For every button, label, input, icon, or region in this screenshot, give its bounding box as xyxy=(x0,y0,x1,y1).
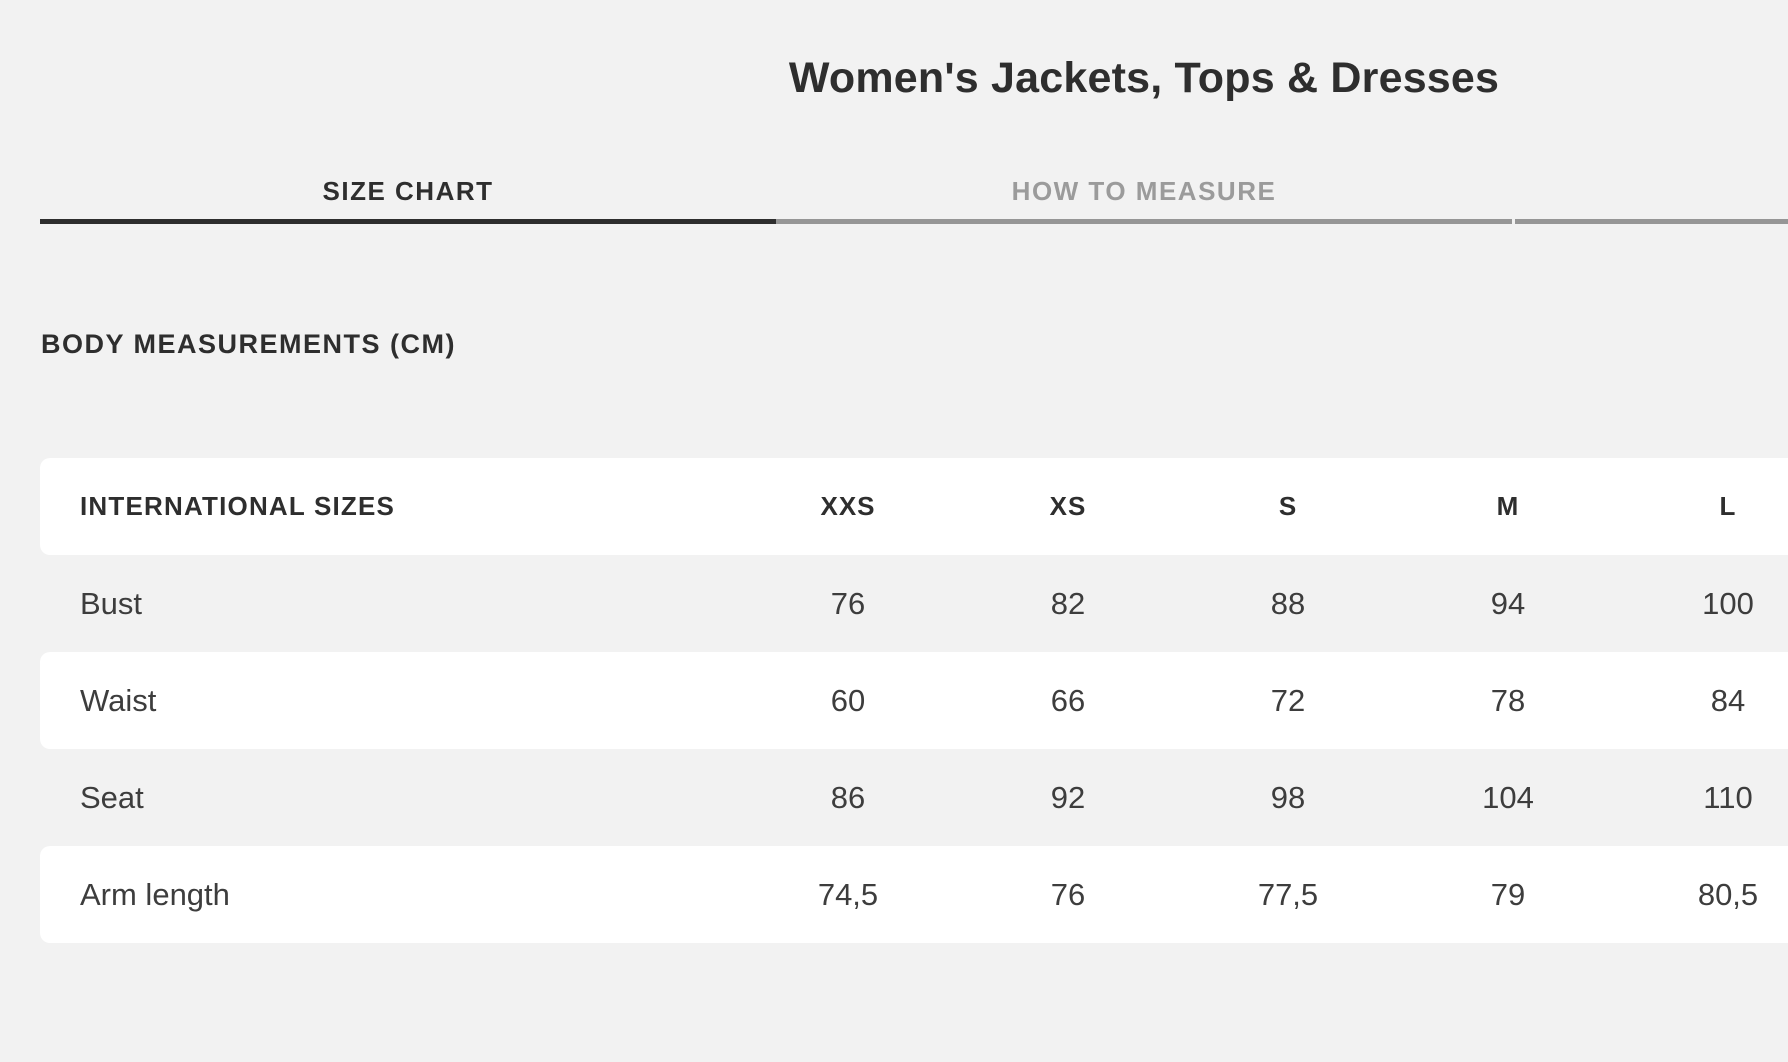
tab-how-to-measure-label: HOW TO MEASURE xyxy=(1011,176,1277,206)
cell-value: 76 xyxy=(1050,876,1086,912)
section-heading: BODY MEASUREMENTS (CM) xyxy=(41,329,457,359)
cell-value: 60 xyxy=(830,682,866,718)
cell-value: 88 xyxy=(1270,585,1306,621)
row-label: Waist xyxy=(80,682,157,718)
cell-value: 74,5 xyxy=(817,876,879,912)
cell-value: 92 xyxy=(1050,779,1086,815)
row-label: Bust xyxy=(80,585,143,621)
row-label: Seat xyxy=(80,779,144,815)
table-row-arm-length: Arm length 74,5 76 77,5 79 80,5 xyxy=(40,846,1788,943)
table-row-bust: Bust 76 82 88 94 100 xyxy=(40,555,1788,652)
cell-value: 76 xyxy=(830,585,866,621)
cell-value: 82 xyxy=(1050,585,1086,621)
cell-value: 84 xyxy=(1710,682,1746,718)
cell-value: 98 xyxy=(1270,779,1306,815)
col-header-m: M xyxy=(1496,491,1520,521)
cell-value: 77,5 xyxy=(1257,876,1319,912)
size-table: INTERNATIONAL SIZES XXS XS S M L Bust 76 82 88 94 1… xyxy=(40,458,1788,943)
cell-value: 80,5 xyxy=(1697,876,1759,912)
page-title: Women's Jackets, Tops & Dresses xyxy=(788,54,1500,102)
table-header-row: INTERNATIONAL SIZES XXS XS S M L xyxy=(40,458,1788,555)
tab-how-to-measure[interactable]: HOW TO MEASURE xyxy=(776,164,1512,224)
tab-size-chart-label: SIZE CHART xyxy=(322,176,494,206)
cell-value: 94 xyxy=(1490,585,1526,621)
cell-value: 104 xyxy=(1482,779,1534,815)
table-row-waist: Waist 60 66 72 78 84 xyxy=(40,652,1788,749)
tabs-bar: SIZE CHART HOW TO MEASURE xyxy=(40,164,1788,224)
cell-value: 110 xyxy=(1703,779,1753,815)
cell-value: 86 xyxy=(830,779,866,815)
col-header-xs: XS xyxy=(1049,491,1087,521)
tab-size-chart[interactable]: SIZE CHART xyxy=(40,164,776,224)
cell-value: 72 xyxy=(1270,682,1306,718)
table-row-seat: Seat 86 92 98 104 110 xyxy=(40,749,1788,846)
col-header-xxs: XXS xyxy=(820,491,876,521)
size-guide-panel: Women's Jackets, Tops & Dresses SIZE CHA… xyxy=(40,0,1788,943)
cell-value: 78 xyxy=(1490,682,1526,718)
cell-value: 100 xyxy=(1702,585,1754,621)
col-header-l: L xyxy=(1719,491,1737,521)
cell-value: 66 xyxy=(1050,682,1086,718)
col-header-sizes: INTERNATIONAL SIZES xyxy=(80,491,396,521)
tabs-underline-filler xyxy=(1515,164,1788,224)
row-label: Arm length xyxy=(80,876,230,912)
cell-value: 79 xyxy=(1490,876,1526,912)
col-header-s: S xyxy=(1278,491,1298,521)
